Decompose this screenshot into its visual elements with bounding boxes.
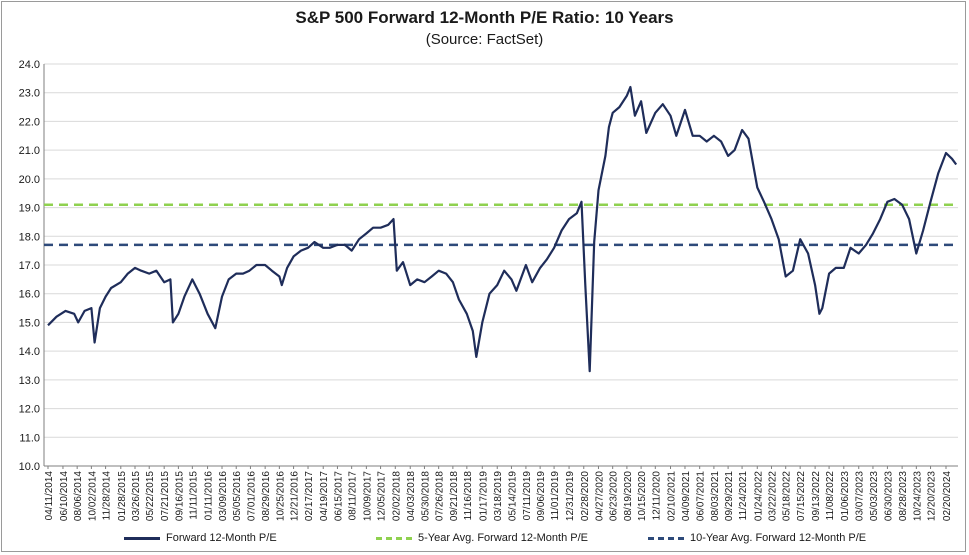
y-tick-label: 12.0 (19, 404, 40, 416)
x-tick-label: 05/18/2022 (782, 471, 793, 521)
x-tick-label: 02/20/2024 (942, 471, 953, 521)
x-tick-label: 08/06/2014 (73, 471, 84, 521)
x-tick-label: 08/03/2021 (710, 471, 721, 521)
x-tick-label: 03/18/2019 (493, 471, 504, 521)
x-tick-label: 01/28/2015 (117, 471, 128, 521)
x-tick-label: 02/10/2021 (667, 471, 678, 521)
x-tick-label: 12/31/2019 (565, 471, 576, 521)
y-tick-label: 22.0 (19, 116, 40, 128)
x-tick-label: 02/17/2017 (304, 471, 315, 521)
x-tick-label: 10/09/2017 (362, 471, 373, 521)
legend-swatch-5yr-avg (376, 536, 412, 540)
x-tick-label: 11/24/2021 (738, 471, 749, 521)
x-tick-label: 05/05/2016 (232, 471, 243, 521)
x-tick-label: 06/10/2014 (59, 471, 70, 521)
x-tick-label: 07/01/2016 (246, 471, 257, 521)
x-tick-label: 09/16/2015 (174, 471, 185, 521)
x-tick-label: 06/23/2020 (609, 471, 620, 521)
y-tick-label: 20.0 (19, 174, 40, 186)
x-tick-label: 04/03/2018 (406, 471, 417, 521)
legend-item-5yr-avg: 5-Year Avg. Forward 12-Month P/E (376, 532, 588, 544)
y-tick-label: 17.0 (19, 260, 40, 272)
x-tick-label: 09/29/2021 (724, 471, 735, 521)
legend-label-10yr-avg: 10-Year Avg. Forward 12-Month P/E (690, 532, 867, 544)
y-tick-label: 14.0 (19, 346, 40, 358)
x-tick-label: 01/11/2016 (204, 471, 215, 521)
pe-line (47, 85, 958, 373)
x-tick-label: 03/07/2023 (855, 471, 866, 521)
x-tick-label: 10/15/2020 (637, 471, 648, 521)
y-tick-label: 10.0 (19, 461, 40, 473)
x-tick-label: 04/27/2020 (594, 471, 605, 521)
legend-label-5yr-avg: 5-Year Avg. Forward 12-Month P/E (418, 532, 588, 544)
x-tick-label: 01/17/2019 (478, 471, 489, 521)
legend-swatch-pe (124, 536, 160, 540)
x-tick-label: 11/01/2019 (550, 471, 561, 521)
y-tick-label: 16.0 (19, 289, 40, 301)
x-tick-label: 01/24/2022 (753, 471, 764, 521)
x-tick-label: 03/22/2022 (767, 471, 778, 521)
x-tick-label: 06/30/2023 (883, 471, 894, 521)
chart-title: S&P 500 Forward 12-Month P/E Ratio: 10 Y… (295, 8, 674, 27)
x-tick-label: 04/09/2021 (681, 471, 692, 521)
x-tick-label: 05/22/2015 (145, 471, 156, 521)
x-tick-label: 03/09/2016 (218, 471, 229, 521)
x-tick-label: 08/19/2020 (623, 471, 634, 521)
x-tick-label: 12/05/2017 (377, 471, 388, 521)
x-tick-label: 03/26/2015 (131, 471, 142, 521)
y-tick-label: 19.0 (19, 203, 40, 215)
x-tick-label: 05/03/2023 (869, 471, 880, 521)
x-tick-label: 01/06/2023 (840, 471, 851, 521)
chart-plot: 10.0 11.0 12.0 13.0 14.0 15.0 16.0 17.0 18.0 19.0… (19, 59, 958, 521)
x-tick-label: 10/24/2023 (912, 471, 923, 521)
x-tick-label: 12/11/2020 (651, 471, 662, 521)
chart-subtitle: (Source: FactSet) (425, 31, 544, 48)
x-tick-label: 08/29/2016 (261, 471, 272, 521)
x-tick-label: 04/11/2014 (44, 471, 55, 521)
x-tick-label: 06/07/2021 (696, 471, 707, 521)
y-tick-label: 13.0 (19, 375, 40, 387)
x-tick-label: 11/11/2015 (188, 471, 199, 520)
legend-item-pe: Forward 12-Month P/E (124, 532, 277, 544)
x-tick-label: 12/21/2016 (290, 471, 301, 521)
chart-legend: Forward 12-Month P/E 5-Year Avg. Forward… (0, 532, 969, 548)
y-tick-label: 11.0 (19, 432, 40, 444)
y-tick-label: 24.0 (19, 59, 40, 71)
x-tick-label: 08/11/2017 (348, 471, 359, 521)
x-tick-label: 11/28/2014 (102, 471, 113, 521)
x-tick-label: 10/02/2014 (87, 471, 98, 521)
x-tick-label: 09/21/2018 (449, 471, 460, 521)
legend-swatch-10yr-avg (648, 536, 684, 540)
x-tick-label: 09/13/2022 (811, 471, 822, 521)
x-tick-label: 07/26/2018 (435, 471, 446, 521)
x-tick-label: 12/20/2023 (927, 471, 938, 521)
x-tick-label: 06/15/2017 (333, 471, 344, 521)
x-tick-label: 08/28/2023 (898, 471, 909, 521)
x-tick-label: 04/19/2017 (319, 471, 330, 521)
x-tick-label: 05/14/2019 (507, 471, 518, 521)
y-tick-label: 23.0 (19, 88, 40, 100)
x-tick-label: 02/02/2018 (391, 471, 402, 521)
legend-label-pe: Forward 12-Month P/E (166, 532, 277, 544)
y-tick-label: 18.0 (19, 231, 40, 243)
x-tick-label: 07/15/2022 (796, 471, 807, 521)
y-tick-label: 15.0 (19, 317, 40, 329)
x-tick-label: 05/30/2018 (420, 471, 431, 521)
x-tick-label: 07/11/2019 (522, 471, 533, 521)
x-tick-label: 07/21/2015 (160, 471, 171, 521)
x-tick-label: 10/25/2016 (275, 471, 286, 521)
x-tick-label: 02/28/2020 (580, 471, 591, 521)
x-tick-label: 11/16/2018 (463, 471, 474, 521)
x-tick-label: 11/08/2022 (825, 471, 836, 521)
y-tick-label: 21.0 (19, 145, 40, 157)
legend-item-10yr-avg: 10-Year Avg. Forward 12-Month P/E (648, 532, 866, 544)
x-tick-label: 09/06/2019 (536, 471, 547, 521)
